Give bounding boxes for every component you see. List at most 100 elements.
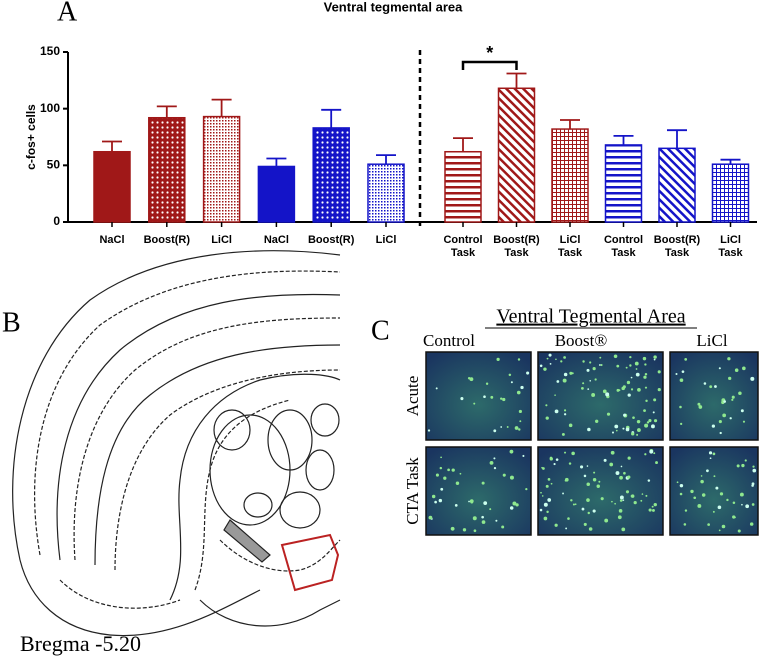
row-label: CTA Task — [403, 457, 422, 525]
cell — [734, 516, 736, 519]
cell — [481, 481, 485, 485]
cell — [540, 491, 542, 494]
cell — [655, 461, 658, 464]
cell — [600, 363, 603, 367]
cell — [611, 500, 613, 503]
cell — [440, 456, 442, 459]
cell — [550, 482, 553, 485]
cell — [447, 468, 450, 472]
cell — [548, 353, 552, 357]
cell — [490, 395, 494, 399]
cell — [745, 504, 750, 509]
bar — [604, 144, 643, 223]
cell — [493, 467, 497, 470]
cell — [633, 501, 637, 505]
bar — [148, 116, 186, 223]
cell — [481, 515, 484, 519]
cell — [614, 424, 619, 429]
cell — [636, 433, 639, 436]
cell — [451, 468, 455, 472]
cell — [742, 366, 746, 371]
cell — [751, 484, 754, 487]
cell — [717, 505, 722, 510]
y-tick-label: 50 — [47, 158, 61, 172]
cell — [571, 451, 575, 456]
cell — [542, 467, 545, 470]
cell — [519, 420, 522, 423]
cell — [644, 373, 648, 376]
cell — [727, 357, 731, 361]
cell — [679, 405, 682, 409]
cell — [555, 358, 557, 361]
cell — [455, 481, 460, 485]
cell — [525, 487, 528, 491]
panel-title: Ventral Tegmental Area — [496, 306, 685, 328]
cell — [709, 385, 713, 389]
cell — [618, 509, 623, 513]
cell — [693, 496, 697, 500]
cell — [469, 499, 474, 503]
bar — [93, 150, 131, 223]
cell — [549, 362, 552, 365]
bar — [551, 128, 589, 223]
cell — [435, 387, 438, 390]
cell — [744, 459, 747, 462]
cell — [679, 492, 683, 496]
cell — [518, 409, 522, 414]
cell — [718, 420, 722, 424]
cell — [469, 377, 474, 382]
cell — [729, 417, 732, 420]
cell — [636, 419, 641, 424]
cell — [493, 457, 496, 460]
cell — [648, 508, 652, 512]
cell — [545, 404, 548, 407]
cell — [640, 499, 643, 502]
cell — [643, 409, 646, 413]
cell — [736, 464, 740, 468]
cell — [543, 516, 548, 521]
cell — [616, 388, 620, 392]
cell — [574, 503, 577, 506]
cell — [726, 498, 729, 502]
cell — [644, 423, 649, 428]
cell — [586, 482, 591, 486]
cell — [653, 452, 656, 455]
cell — [569, 371, 573, 375]
cell — [501, 525, 505, 529]
cell — [741, 503, 743, 506]
cell — [588, 527, 593, 531]
cell — [547, 498, 552, 502]
cell — [591, 392, 596, 397]
cell — [459, 472, 462, 475]
cell — [546, 510, 549, 514]
cell — [715, 486, 719, 490]
cell — [483, 395, 486, 399]
cell — [468, 500, 470, 503]
cell — [630, 376, 633, 379]
cell — [592, 478, 597, 482]
cell — [510, 381, 513, 384]
cell — [626, 380, 631, 385]
cell — [593, 471, 596, 474]
cell — [562, 378, 567, 383]
cell — [560, 360, 563, 363]
y-tick-label: 100 — [40, 101, 60, 115]
cell — [616, 364, 620, 368]
bar — [711, 163, 750, 223]
cell — [701, 493, 706, 497]
cell — [539, 364, 543, 368]
chart-title: Ventral tegmental area — [324, 0, 463, 14]
cell — [741, 463, 745, 468]
cell — [653, 502, 657, 507]
cell — [749, 522, 754, 526]
y-axis-label: c-fos+ cells — [24, 104, 38, 170]
cell — [427, 429, 431, 432]
cell — [500, 426, 503, 428]
cell — [615, 471, 620, 475]
cell — [700, 475, 703, 477]
cell — [629, 364, 632, 367]
cell — [579, 465, 584, 469]
cell — [460, 397, 464, 401]
cell — [637, 428, 641, 432]
cell — [604, 518, 609, 523]
